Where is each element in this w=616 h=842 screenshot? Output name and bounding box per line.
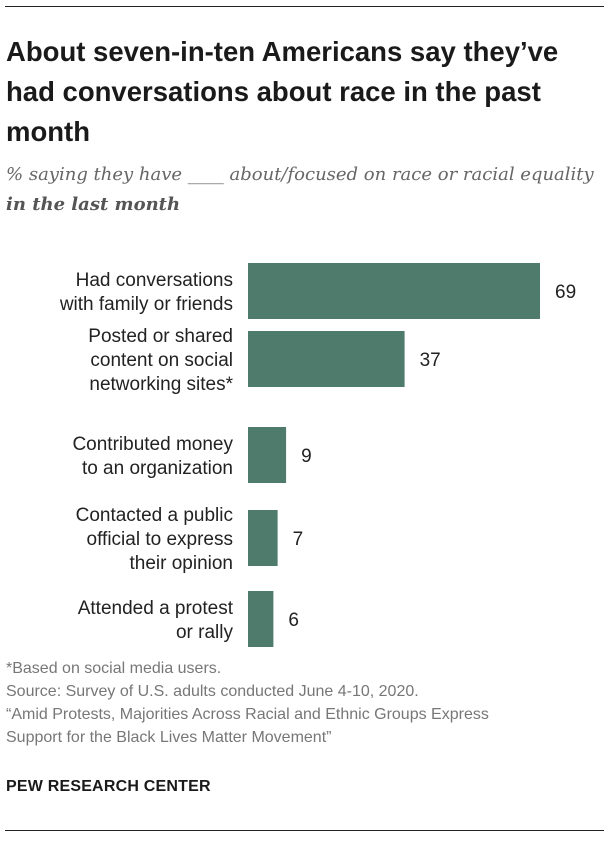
bar-1 [248, 331, 405, 387]
bar-value-label-3: 7 [293, 529, 304, 550]
subtitle-emphasis: in the last month [6, 194, 181, 215]
bar-value-label-2: 9 [301, 446, 312, 467]
category-label-line: Contacted a public [76, 505, 233, 526]
bottom-rule [5, 830, 604, 831]
category-label-line: Contributed money [72, 434, 233, 455]
category-label-1: Posted or shared content on social network… [88, 326, 233, 395]
bar-value-label-0: 69 [555, 282, 576, 303]
report-title-line-1: “Amid Protests, Majorities Across Racial… [6, 706, 489, 723]
chart-subtitle: % saying they have ____ about/focused on… [6, 160, 610, 220]
category-label-3: Contacted a public official to express the… [76, 505, 233, 574]
category-label-0: Had conversations with family or friends [59, 270, 233, 315]
category-label-4: Attended a protest or rally [78, 598, 234, 643]
brand-logo-text: PEW RESEARCH CENTER [6, 778, 211, 795]
top-rule [5, 6, 604, 7]
category-label-line: or rally [176, 622, 234, 643]
category-label-line: Posted or shared [88, 326, 233, 347]
bar-4 [248, 591, 274, 647]
footnote: *Based on social media users. [6, 660, 222, 677]
category-label-line: their opinion [129, 553, 233, 574]
category-label-line: Attended a protest [78, 598, 234, 619]
chart-title: About seven-in-ten Americans say they’ve… [6, 36, 559, 147]
report-title-line-2: Support for the Black Lives Matter Movem… [6, 729, 332, 746]
category-label-line: with family or friends [59, 294, 233, 315]
category-label-2: Contributed money to an organization [72, 434, 233, 479]
category-label-line: networking sites* [89, 374, 233, 395]
bar-0 [248, 263, 540, 319]
category-label-line: official to express [87, 529, 233, 550]
chart-notes: *Based on social media users. Source: Su… [6, 657, 610, 749]
bar-value-label-1: 37 [420, 350, 441, 371]
category-label-line: Had conversations [76, 270, 233, 291]
category-label-line: content on social [90, 350, 233, 371]
category-label-line: to an organization [82, 458, 233, 479]
bar-value-label-4: 6 [288, 610, 299, 631]
subtitle-text: % saying they have ____ about/focused on… [6, 164, 594, 185]
source-note: Source: Survey of U.S. adults conducted … [6, 683, 419, 700]
bar-3 [248, 510, 278, 566]
bar-2 [248, 427, 287, 483]
